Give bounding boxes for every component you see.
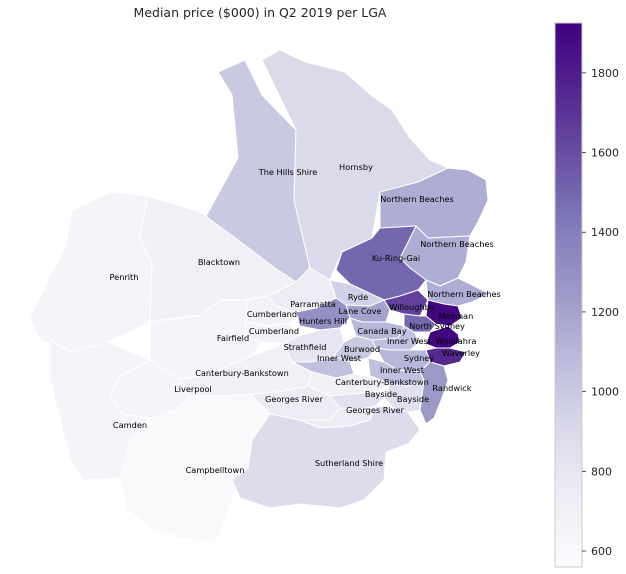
lga-label-hornsby: Hornsby bbox=[339, 162, 373, 172]
lga-label-liverpool: Liverpool bbox=[174, 384, 212, 394]
map-title: Median price ($000) in Q2 2019 per LGA bbox=[133, 5, 387, 20]
lga-region-sutherland-shire bbox=[231, 405, 421, 509]
lga-label-penrith: Penrith bbox=[110, 272, 139, 282]
lga-label-strathfield: Strathfield bbox=[284, 342, 327, 352]
colorbar-ticks: 600 800 1000 1200 1400 1600 1800 bbox=[582, 67, 619, 558]
colorbar-tick-label: 800 bbox=[591, 465, 612, 478]
lga-label-cumberland: Cumberland bbox=[249, 326, 299, 336]
lga-label-woollahra: Woollahra bbox=[436, 336, 477, 346]
colorbar-tick-label: 1800 bbox=[591, 67, 619, 80]
lga-region-woollahra bbox=[425, 325, 461, 349]
lga-region-willoughby bbox=[383, 289, 429, 317]
lga-label-north-sydney: North Sydney bbox=[409, 321, 465, 331]
lga-label-sydney: Sydney bbox=[404, 353, 434, 363]
lga-label-canterbury-bankstown: Canterbury-Bankstown bbox=[195, 368, 289, 378]
colorbar-tick-label: 600 bbox=[591, 545, 612, 558]
lga-labels: The Hills Shire Hornsby Northern Beaches No… bbox=[110, 162, 501, 475]
lga-label-randwick: Randwick bbox=[432, 383, 471, 393]
lga-label-fairfield: Fairfield bbox=[217, 333, 249, 343]
lga-label-mosman: Mosman bbox=[439, 311, 474, 321]
lga-label-lane-cove: Lane Cove bbox=[338, 306, 381, 316]
lga-label-bayside: Bayside bbox=[397, 394, 429, 404]
lga-label-willoughby: Willoughby bbox=[389, 302, 435, 312]
lga-label-canterbury-bankstown: Canterbury-Bankstown bbox=[335, 377, 429, 387]
lga-label-northern-beaches: Northern Beaches bbox=[427, 289, 501, 299]
lga-label-sutherland-shire: Sutherland Shire bbox=[315, 458, 383, 468]
lga-label-parramatta: Parramatta bbox=[290, 299, 336, 309]
colorbar-tick-label: 1200 bbox=[591, 306, 619, 319]
lga-label-waverley: Waverley bbox=[442, 348, 480, 358]
colorbar-gradient bbox=[554, 22, 583, 568]
colorbar-tick-label: 1600 bbox=[591, 147, 619, 160]
colorbar-tick-label: 1000 bbox=[591, 386, 619, 399]
lga-label-inner-west: Inner West bbox=[387, 336, 432, 346]
lga-label-hunters-hill: Hunters Hill bbox=[299, 316, 347, 326]
lga-label-ku-ring-gai: Ku-Ring-Gai bbox=[372, 253, 420, 263]
lga-label-camden: Camden bbox=[113, 420, 147, 430]
lga-region-burwood bbox=[333, 335, 377, 363]
lga-label-the-hills-shire: The Hills Shire bbox=[258, 167, 318, 177]
lga-label-bayside: Bayside bbox=[365, 389, 397, 399]
lga-label-cumberland: Cumberland bbox=[247, 309, 297, 319]
lga-regions bbox=[29, 49, 491, 543]
lga-label-burwood: Burwood bbox=[344, 344, 380, 354]
lga-label-ryde: Ryde bbox=[348, 292, 368, 302]
lga-label-campbelltown: Campbelltown bbox=[186, 465, 245, 475]
lga-label-georges-river: Georges River bbox=[346, 405, 405, 415]
lga-label-northern-beaches: Northern Beaches bbox=[420, 239, 494, 249]
lga-label-canada-bay: Canada Bay bbox=[357, 326, 406, 336]
lga-label-inner-west: Inner West bbox=[317, 353, 362, 363]
lga-label-blacktown: Blacktown bbox=[198, 257, 240, 267]
lga-label-northern-beaches: Northern Beaches bbox=[380, 194, 454, 204]
lga-label-inner-west: Inner West bbox=[380, 365, 425, 375]
colorbar-tick-label: 1400 bbox=[591, 226, 619, 239]
lga-label-georges-river: Georges River bbox=[265, 394, 324, 404]
